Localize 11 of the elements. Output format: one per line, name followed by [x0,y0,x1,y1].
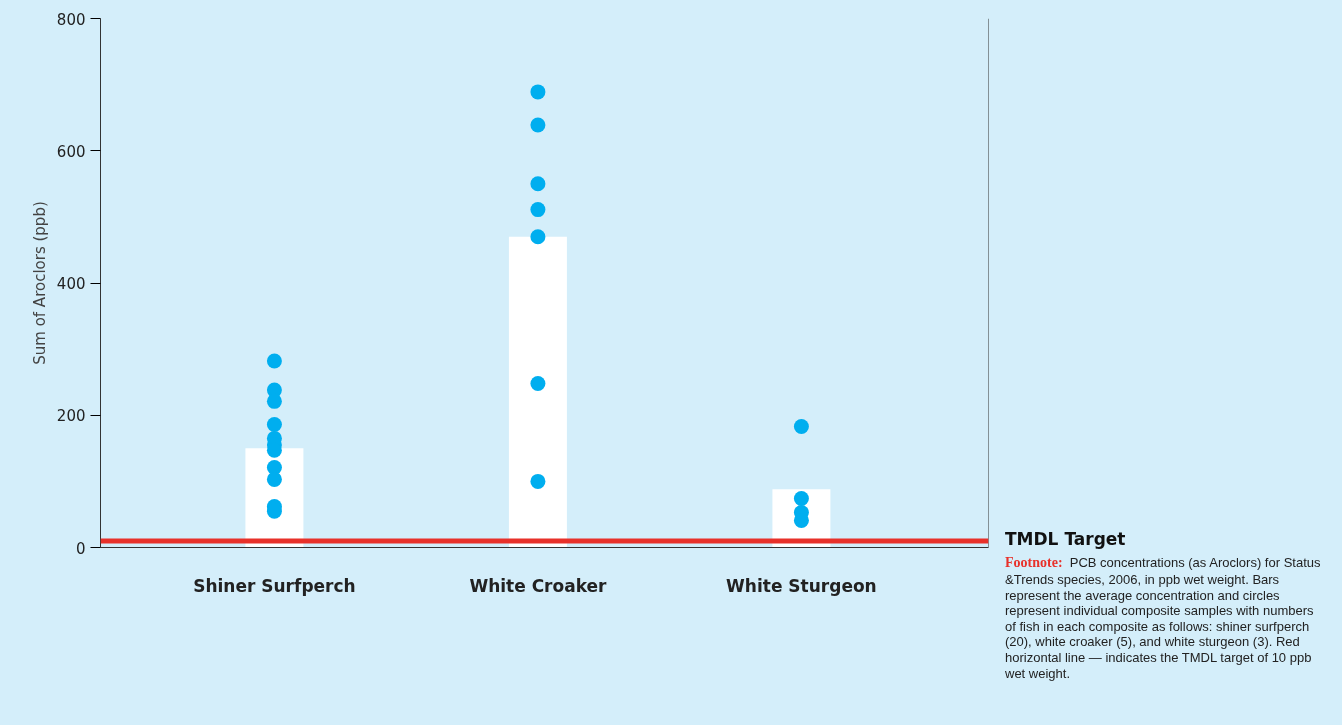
text: Footnote: PCB concentrations (as Aroclors) for Status &Trends species, 2006, in ppb wet weight. Bars represent the average concentration and circles represent individual composite samples with numbers of fish in each composite as follows: shiner surfperch (20), white croaker (5), and white sturgeon (3). Red horizontal line — indicates the TMDL target of 10 ppb wet weight. [1005,555,1321,681]
y-tick-label: 400 [56,275,86,293]
x-tick-label: White Sturgeon [726,575,877,596]
x-tick-label: Shiner Surfperch [193,575,356,596]
y-axis-title: Sum of Aroclors (ppb) [30,201,49,365]
y-tick-label: 800 [56,10,86,29]
y-tick-label: 200 [56,407,86,426]
ref-line-label: TMDL Target [1005,528,1127,551]
y-tick-label: 600 [56,142,86,161]
x-tick-label: White Croaker [469,575,608,596]
y-tick-label: 0 [75,539,86,558]
